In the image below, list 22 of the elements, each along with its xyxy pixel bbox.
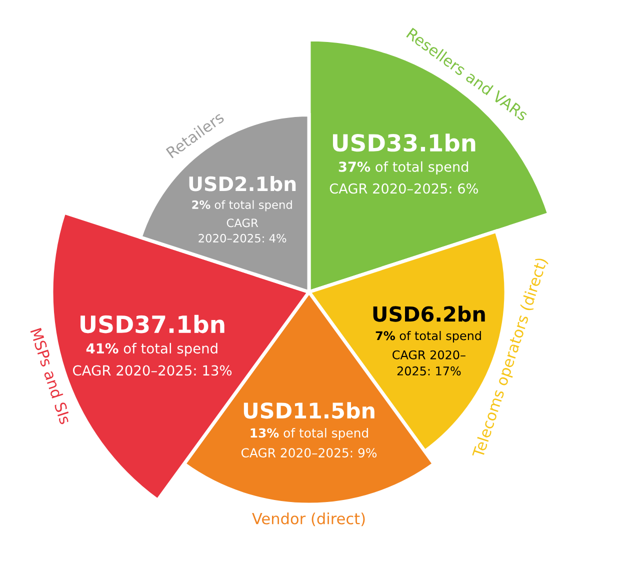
text: CAGR 2020– 2025: 17%: [392, 350, 466, 376]
data-label: 7%: [376, 331, 395, 340]
text: CAGR 2020–2025: 4%: [198, 218, 286, 243]
text: USD33.1bn: [332, 134, 476, 152]
text: USD37.1bn: [80, 314, 224, 334]
text: of total spend: [124, 342, 218, 356]
category-label: MSPs and SIs: [30, 328, 72, 425]
text: USD2.1bn: [189, 176, 296, 192]
data-label: 41%: [86, 343, 118, 354]
data-label: 13%: [250, 428, 279, 438]
text: USD11.5bn: [244, 402, 374, 419]
text: CAGR 2020–2025: 13%: [72, 365, 232, 376]
text: CAGR 2020–2025: 6%: [330, 183, 478, 194]
data-label: 37%: [338, 162, 370, 172]
text: of total spend: [284, 428, 368, 440]
text: CAGR 2020–2025: 9%: [241, 448, 377, 458]
text: of total spend: [376, 161, 468, 175]
data-label: 2%: [192, 200, 210, 210]
text: of total spend: [214, 200, 292, 212]
text: USD6.2bn: [373, 306, 485, 322]
category-label: Vendor (direct): [252, 512, 365, 526]
text: of total spend: [400, 330, 481, 343]
